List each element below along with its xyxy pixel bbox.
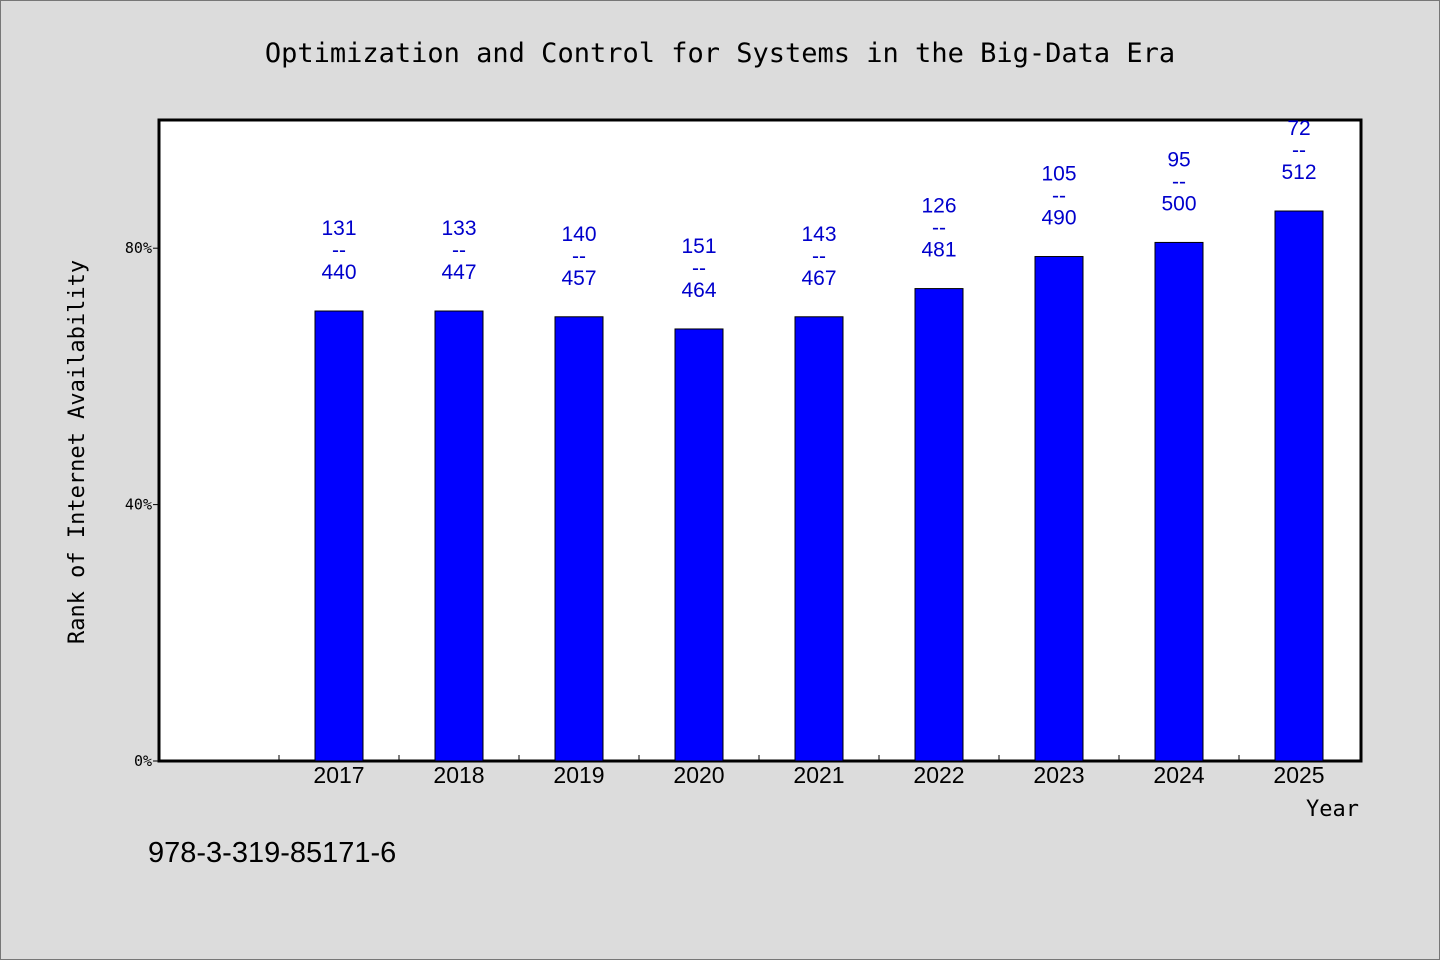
x-tick-label-2020: 2020 [673, 762, 724, 788]
bar-2025 [1274, 210, 1324, 762]
x-tick-label-2018: 2018 [433, 762, 484, 788]
data-label-2017-sep: -- [332, 239, 346, 262]
y-axis-label: Rank of Internet Availability [65, 260, 90, 644]
bar-2021 [794, 316, 844, 762]
x-axis-tick-labels: 2017 2018 2019 2020 2021 2022 2023 2024 2025 [313, 762, 1324, 788]
bar-2024 [1154, 241, 1204, 762]
x-tick-label-2019: 2019 [553, 762, 604, 788]
y-axis-tick-labels: 0% 40% 80% [125, 239, 152, 770]
data-label-2018-top: 133 [441, 217, 476, 240]
data-label-2017-bottom: 440 [321, 261, 356, 284]
bar-2017 [314, 310, 364, 762]
y-axis-ticks [153, 247, 159, 762]
bar-2018 [434, 310, 484, 762]
bar-2020 [674, 328, 724, 762]
data-label-2019-top: 140 [561, 223, 596, 246]
data-label-2020-top: 151 [681, 235, 716, 258]
data-label-2020-sep: -- [692, 257, 706, 280]
bar-2019 [554, 316, 604, 762]
data-label-2017-top: 131 [321, 217, 356, 240]
data-label-2022-sep: -- [932, 217, 946, 240]
data-label-2019-bottom: 457 [561, 267, 596, 290]
data-label-2024-bottom: 500 [1161, 192, 1196, 215]
x-tick-label-2024: 2024 [1153, 762, 1204, 788]
data-label-2018-bottom: 447 [441, 261, 476, 284]
x-tick-label-2025: 2025 [1273, 762, 1324, 788]
bars-group [314, 210, 1324, 762]
data-label-2022-top: 126 [921, 195, 956, 218]
data-label-2025-bottom: 512 [1281, 161, 1316, 184]
data-label-2025-sep: -- [1292, 139, 1306, 162]
data-label-2024-top: 95 [1167, 148, 1190, 171]
y-tick-label: 40% [125, 496, 152, 514]
data-label-2022-bottom: 481 [921, 239, 956, 262]
bar-2023 [1034, 256, 1084, 762]
x-axis-ticks [278, 755, 1240, 761]
y-tick-label: 0% [134, 752, 152, 770]
data-label-2023-sep: -- [1052, 185, 1066, 208]
data-label-2021-top: 143 [801, 223, 836, 246]
isbn-text: 978-3-319-85171-6 [148, 837, 396, 869]
bar-2022 [914, 288, 964, 762]
x-tick-label-2022: 2022 [913, 762, 964, 788]
data-label-2018-sep: -- [452, 239, 466, 262]
chart-title: Optimization and Control for Systems in … [265, 38, 1175, 69]
data-label-2021-sep: -- [812, 245, 826, 268]
x-tick-label-2023: 2023 [1033, 762, 1084, 788]
y-tick-label: 80% [125, 239, 152, 257]
data-label-2020-bottom: 464 [681, 279, 716, 302]
data-label-2023-bottom: 490 [1041, 207, 1076, 230]
data-label-2024-sep: -- [1172, 170, 1186, 193]
data-label-2023-top: 105 [1041, 163, 1076, 186]
data-label-2019-sep: -- [572, 245, 586, 268]
x-tick-label-2017: 2017 [313, 762, 364, 788]
data-label-2025-top: 72 [1287, 117, 1310, 140]
x-axis-label: Year [1306, 797, 1359, 822]
data-labels-group: 131--440133--447140--457151--464143--467… [321, 117, 1316, 302]
data-label-2021-bottom: 467 [801, 267, 836, 290]
x-tick-label-2021: 2021 [793, 762, 844, 788]
